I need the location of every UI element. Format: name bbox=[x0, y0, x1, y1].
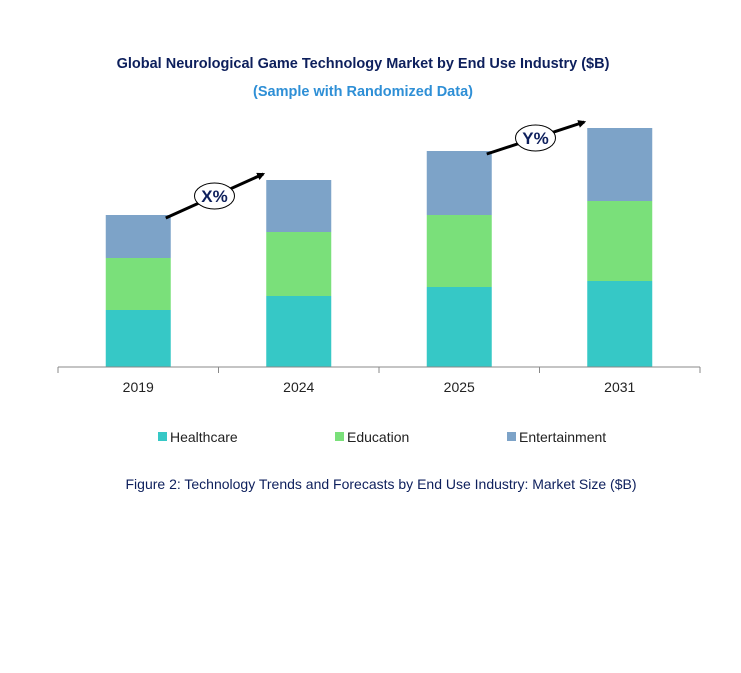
bar-education-2025 bbox=[426, 215, 492, 287]
legend-label-healthcare: Healthcare bbox=[170, 429, 238, 445]
bar-healthcare-2019 bbox=[105, 310, 171, 367]
bar-healthcare-2031 bbox=[587, 281, 653, 367]
growth-label-bubble bbox=[194, 182, 235, 210]
bar-healthcare-2025 bbox=[426, 287, 492, 367]
legend-swatch-entertainment bbox=[507, 432, 516, 441]
growth-label: Y% bbox=[522, 129, 548, 148]
bar-education-2024 bbox=[266, 232, 332, 296]
chart-title: Global Neurological Game Technology Mark… bbox=[117, 56, 610, 72]
x-tick-label: 2019 bbox=[123, 379, 154, 395]
legend-swatch-education bbox=[335, 432, 344, 441]
growth-label: X% bbox=[201, 187, 227, 206]
x-tick-label: 2025 bbox=[444, 379, 475, 395]
legend-swatch-healthcare bbox=[158, 432, 167, 441]
legend-label-education: Education bbox=[347, 429, 409, 445]
x-tick-label: 2024 bbox=[283, 379, 314, 395]
chart-subtitle: (Sample with Randomized Data) bbox=[253, 84, 473, 100]
bar-education-2031 bbox=[587, 201, 653, 281]
bar-entertainment-2024 bbox=[266, 180, 332, 232]
x-tick-label: 2031 bbox=[604, 379, 635, 395]
bar-entertainment-2025 bbox=[426, 151, 492, 215]
figure-caption: Figure 2: Technology Trends and Forecast… bbox=[126, 476, 637, 492]
bar-entertainment-2019 bbox=[105, 215, 171, 258]
growth-label-bubble bbox=[515, 124, 556, 152]
bar-education-2019 bbox=[105, 258, 171, 310]
bar-healthcare-2024 bbox=[266, 296, 332, 367]
bar-entertainment-2031 bbox=[587, 128, 653, 201]
legend-label-entertainment: Entertainment bbox=[519, 429, 606, 445]
